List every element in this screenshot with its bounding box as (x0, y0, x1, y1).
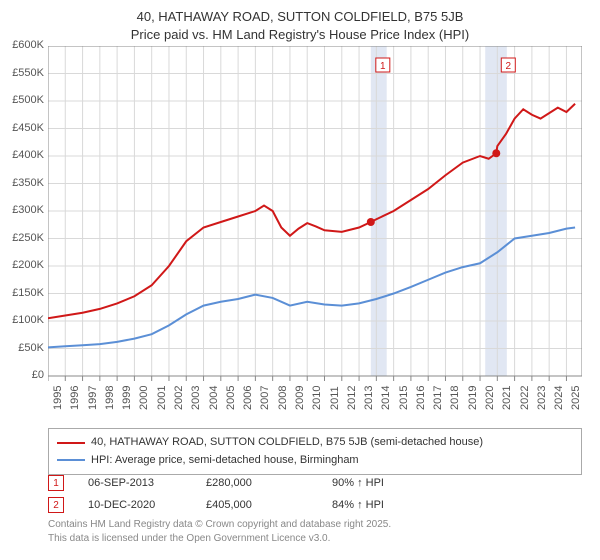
x-tick-label: 2024 (553, 386, 565, 410)
plot-area: 12 (48, 46, 582, 416)
x-tick-label: 2001 (156, 386, 168, 410)
sale-markers-table: 1 06-SEP-2013 £280,000 90% ↑ HPI 2 10-DEC-202… (48, 472, 582, 516)
legend-swatch (57, 442, 85, 444)
x-tick-label: 2010 (311, 386, 323, 410)
y-tick-label: £150K (2, 287, 44, 299)
x-tick-label: 1997 (87, 386, 99, 410)
x-tick-label: 2022 (519, 386, 531, 410)
marker-pct: 84% ↑ HPI (332, 499, 384, 511)
y-tick-label: £450K (2, 122, 44, 134)
x-tick-label: 2019 (467, 386, 479, 410)
x-tick-label: 2011 (329, 386, 341, 410)
attribution-footer: Contains HM Land Registry data © Crown c… (48, 518, 582, 545)
marker-price: £280,000 (206, 477, 326, 489)
x-tick-label: 2016 (415, 386, 427, 410)
x-tick-label: 2021 (501, 386, 513, 410)
y-tick-label: £300K (2, 204, 44, 216)
y-tick-label: £100K (2, 314, 44, 326)
legend-swatch (57, 459, 85, 461)
x-tick-label: 2025 (570, 386, 582, 410)
y-tick-label: £50K (2, 342, 44, 354)
y-tick-label: £600K (2, 39, 44, 51)
legend-label: HPI: Average price, semi-detached house,… (91, 452, 359, 470)
x-tick-label: 2013 (363, 386, 375, 410)
marker-pct: 90% ↑ HPI (332, 477, 384, 489)
legend-label: 40, HATHAWAY ROAD, SUTTON COLDFIELD, B75… (91, 434, 483, 452)
legend-item: 40, HATHAWAY ROAD, SUTTON COLDFIELD, B75… (57, 434, 573, 452)
title-line-1: 40, HATHAWAY ROAD, SUTTON COLDFIELD, B75… (137, 9, 464, 24)
x-tick-label: 2002 (173, 386, 185, 410)
x-tick-label: 2000 (138, 386, 150, 410)
x-tick-label: 1996 (69, 386, 81, 410)
x-tick-label: 2015 (398, 386, 410, 410)
y-tick-label: £400K (2, 149, 44, 161)
marker-date: 10-DEC-2020 (70, 499, 200, 511)
svg-text:2: 2 (506, 61, 512, 72)
y-tick-label: £250K (2, 232, 44, 244)
y-tick-label: £200K (2, 259, 44, 271)
x-tick-label: 2023 (536, 386, 548, 410)
marker-date: 06-SEP-2013 (70, 477, 200, 489)
chart-container: 40, HATHAWAY ROAD, SUTTON COLDFIELD, B75… (0, 0, 600, 560)
x-tick-label: 2014 (380, 386, 392, 410)
x-tick-label: 1999 (121, 386, 133, 410)
footer-line-1: Contains HM Land Registry data © Crown c… (48, 519, 391, 530)
y-tick-label: £550K (2, 67, 44, 79)
x-tick-label: 2006 (242, 386, 254, 410)
x-tick-label: 2008 (277, 386, 289, 410)
x-tick-label: 2007 (259, 386, 271, 410)
x-tick-label: 2003 (190, 386, 202, 410)
y-tick-label: £500K (2, 94, 44, 106)
y-tick-label: £350K (2, 177, 44, 189)
chart-svg: 12 (48, 46, 582, 416)
marker-badge: 2 (48, 497, 64, 513)
chart-title: 40, HATHAWAY ROAD, SUTTON COLDFIELD, B75… (0, 0, 600, 43)
x-tick-label: 2012 (346, 386, 358, 410)
footer-line-2: This data is licensed under the Open Gov… (48, 533, 330, 544)
x-tick-label: 2005 (225, 386, 237, 410)
marker-badge: 1 (48, 475, 64, 491)
y-tick-label: £0 (2, 369, 44, 381)
legend: 40, HATHAWAY ROAD, SUTTON COLDFIELD, B75… (48, 428, 582, 475)
x-tick-label: 2017 (432, 386, 444, 410)
x-tick-label: 1995 (52, 386, 64, 410)
sale-marker-dot (492, 149, 500, 157)
x-tick-label: 2018 (449, 386, 461, 410)
svg-text:1: 1 (380, 61, 386, 72)
marker-table-row: 1 06-SEP-2013 £280,000 90% ↑ HPI (48, 472, 582, 494)
x-tick-label: 2004 (208, 386, 220, 410)
sale-marker-dot (367, 218, 375, 226)
x-tick-label: 1998 (104, 386, 116, 410)
marker-price: £405,000 (206, 499, 326, 511)
x-tick-label: 2020 (484, 386, 496, 410)
title-line-2: Price paid vs. HM Land Registry's House … (131, 27, 469, 42)
x-tick-label: 2009 (294, 386, 306, 410)
legend-item: HPI: Average price, semi-detached house,… (57, 452, 573, 470)
marker-table-row: 2 10-DEC-2020 £405,000 84% ↑ HPI (48, 494, 582, 516)
